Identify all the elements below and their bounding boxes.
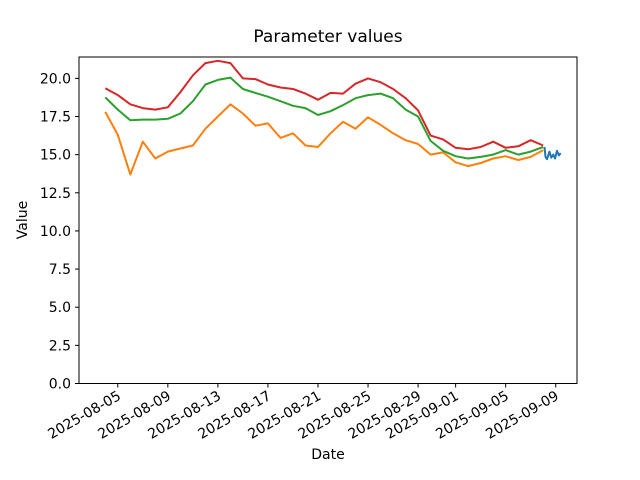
y-tick-label: 12.5 [40, 186, 71, 202]
chart-title: Parameter values [253, 27, 402, 47]
plot-box [78, 56, 578, 384]
y-tick-label: 17.5 [40, 110, 71, 126]
plot-area: 0.02.55.07.510.012.515.017.520.02025-08-… [40, 56, 578, 443]
y-tick-label: 7.5 [49, 262, 71, 278]
y-tick-label: 0.0 [49, 377, 71, 393]
y-tick-label: 20.0 [40, 71, 71, 87]
y-tick-label: 10.0 [40, 224, 71, 240]
y-tick-label: 2.5 [49, 338, 71, 354]
x-axis-label: Date [311, 447, 344, 463]
y-tick-label: 5.0 [49, 300, 71, 316]
series-red-line [104, 59, 544, 151]
y-axis-label: Value [15, 201, 31, 239]
series-blue-line [543, 146, 562, 161]
series-orange-line [104, 103, 544, 176]
series-green-line [104, 76, 544, 160]
y-tick-label: 15.0 [40, 148, 71, 164]
